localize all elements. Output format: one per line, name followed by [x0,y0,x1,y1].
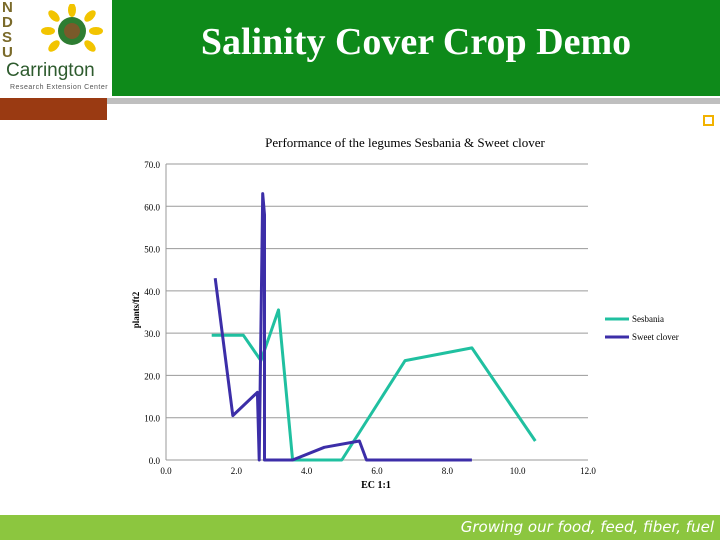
series-lines [211,192,537,462]
y-tick-label: 0.0 [149,456,161,466]
logo-letter: D [2,14,13,31]
logo-letter: U [2,44,13,61]
x-tick-label: 8.0 [442,466,454,476]
y-tick-label: 60.0 [144,202,160,212]
bullet-icon [703,115,714,126]
y-tick-label: 20.0 [144,371,160,381]
x-tick-label: 12.0 [580,466,596,476]
y-tick-label: 10.0 [144,414,160,424]
legend-label: Sweet clover [632,332,679,342]
y-tick-label: 50.0 [144,245,160,255]
legend: Sesbania Sweet clover [605,314,679,342]
header-band [112,0,720,96]
footer-band [0,515,720,540]
logo: N D S U Carrington Research Extension Ce… [0,0,112,96]
series-line [213,192,472,462]
x-tick-label: 2.0 [231,466,243,476]
x-tick-labels: 0.0 2.0 4.0 6.0 8.0 10.0 12.0 [160,466,596,476]
x-tick-label: 10.0 [510,466,526,476]
y-tick-label: 70.0 [144,160,160,170]
x-tick-label: 6.0 [371,466,383,476]
legend-label: Sesbania [632,314,664,324]
logo-letters: N D S U [2,0,18,60]
logo-name: Carrington [6,60,95,81]
x-axis-label: EC 1:1 [361,480,391,491]
logo-letter: S [2,29,13,46]
line-chart: Performance of the legumes Sesbania & Sw… [131,135,679,491]
accent-bar [0,98,107,120]
y-tick-label: 30.0 [144,329,160,339]
page-title: Salinity Cover Crop Demo [200,21,632,63]
gridlines [165,163,588,461]
x-tick-label: 0.0 [160,466,172,476]
y-tick-label: 40.0 [144,287,160,297]
chart-title: Performance of the legumes Sesbania & Sw… [265,135,545,150]
y-tick-labels: 0.0 10.0 20.0 30.0 40.0 50.0 60.0 70.0 [144,160,160,466]
logo-letter: N [2,0,13,16]
y-axis-label: plants/ft2 [131,291,141,328]
divider [107,98,720,104]
sunflower-icon [41,4,103,52]
footer-tagline: Growing our food, feed, fiber, fuel [460,518,714,536]
logo-subtitle: Research Extension Center [10,84,109,91]
x-tick-label: 4.0 [301,466,313,476]
